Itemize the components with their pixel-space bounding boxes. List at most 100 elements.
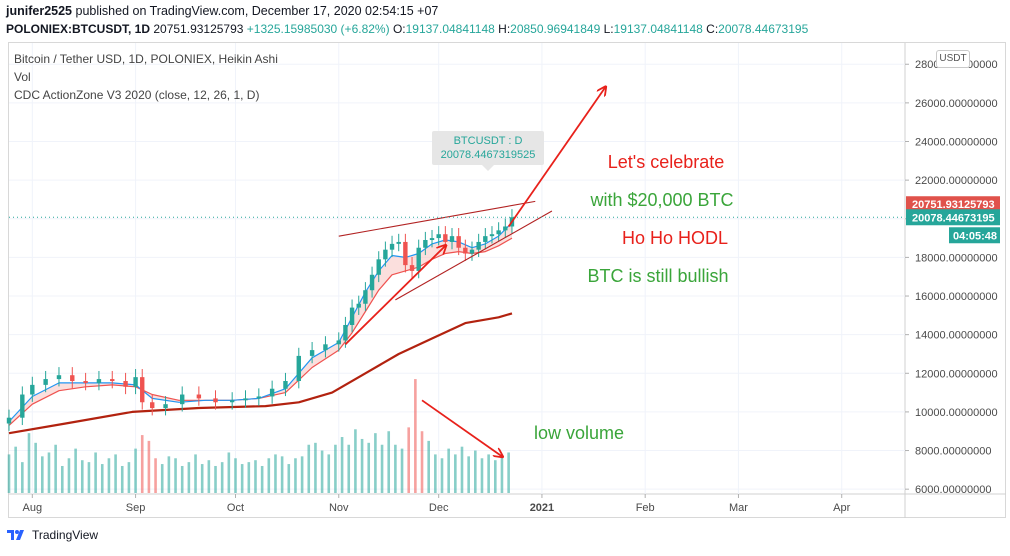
price-tick-label: 18000.00000000 — [915, 252, 998, 264]
candle-body — [243, 398, 248, 401]
annotation-texts: BTCUSDT : D 20078.4467319525 Let's celebra… — [432, 131, 734, 443]
candle-body — [389, 243, 395, 250]
candle-body — [269, 388, 275, 397]
volume-bar — [127, 462, 131, 493]
volume-bar — [414, 379, 417, 493]
grid — [8, 43, 1006, 518]
candle-body — [296, 355, 301, 382]
price-tick-label: 10000.00000000 — [915, 407, 998, 419]
volume-bar — [47, 452, 51, 493]
candle-body — [150, 402, 155, 409]
candle-body — [163, 404, 168, 409]
volume-bar — [347, 444, 351, 493]
countdown-tag — [949, 227, 1000, 244]
publisher-name[interactable]: junifer2525 — [6, 4, 73, 18]
volume-bar — [294, 458, 297, 493]
legend-indicator[interactable]: CDC ActionZone V3 2020 (close, 12, 26, 1… — [14, 88, 260, 102]
close-price-tag — [906, 209, 1000, 226]
volume-bar — [100, 464, 104, 493]
volume-bar — [467, 456, 470, 493]
volume-bar — [180, 465, 184, 493]
time-tick-label: Oct — [227, 502, 244, 514]
candle-body — [180, 394, 185, 405]
price-tooltip — [432, 131, 544, 165]
price-tick-label: 6000.00000000 — [915, 484, 991, 496]
candle-body — [376, 259, 381, 275]
candle-body — [449, 236, 455, 242]
volume-bar — [374, 433, 377, 493]
volume-bar — [380, 444, 384, 493]
price-axis: 28000.0000000026000.0000000024000.000000… — [905, 59, 1000, 496]
volume-bar — [367, 442, 371, 493]
volume-bar — [427, 440, 430, 493]
volume-bar — [207, 460, 211, 493]
upper-trendline — [338, 200, 536, 237]
candle-body — [396, 241, 401, 244]
volume-bar — [500, 456, 504, 493]
volume-bar — [314, 442, 317, 493]
legend-title[interactable]: Bitcoin / Tether USD, 1D, POLONIEX, Heik… — [14, 52, 278, 66]
price-tick-label: 24000.00000000 — [915, 137, 998, 149]
time-tick-label: Apr — [833, 502, 850, 514]
candle-body — [489, 234, 495, 237]
close-value: 20078.44673195 — [718, 22, 809, 36]
candle-body — [110, 379, 115, 382]
footer-brand[interactable]: TradingView — [6, 528, 98, 542]
candle-body — [229, 400, 235, 403]
close-label: C: — [706, 22, 719, 36]
time-tick-label: Feb — [636, 502, 655, 514]
candle-body — [133, 377, 138, 387]
annotation-btc-20000[interactable]: with $20,000 BTC — [589, 190, 733, 210]
candle-body — [20, 394, 25, 418]
volume-bar — [114, 454, 117, 493]
volume-bars — [7, 379, 510, 493]
candle-body — [456, 236, 461, 248]
candle-body — [343, 324, 348, 341]
publish-line: junifer2525 published on TradingView.com… — [6, 4, 438, 18]
volume-bar — [454, 454, 457, 493]
volume-bar — [247, 462, 251, 493]
annotation-low-volume[interactable]: low volume — [534, 423, 624, 443]
lower-trendline — [395, 210, 553, 301]
volume-bar — [14, 446, 17, 493]
candle-body — [429, 238, 435, 241]
volume-bar — [140, 435, 144, 493]
annotation-celebrate[interactable]: Let's celebrate — [608, 152, 725, 172]
price-change: +1325.15985030 (+6.82%) — [246, 22, 390, 36]
candle-body — [503, 226, 508, 231]
drawings — [9, 87, 905, 456]
volume-bar — [214, 465, 217, 493]
volume-bar — [194, 454, 197, 493]
volume-bar — [267, 458, 271, 493]
volume-bar — [41, 456, 44, 493]
candle-body — [349, 307, 355, 325]
low-value: 19137.04841148 — [613, 22, 703, 36]
price-tick-label: 12000.00000000 — [915, 368, 998, 380]
open-value: 19137.04841148 — [405, 22, 495, 36]
volume-bar — [134, 448, 137, 493]
annotation-hodl[interactable]: Ho Ho HODL — [622, 228, 728, 248]
time-tick-label: Aug — [23, 502, 43, 514]
chart-panel[interactable] — [8, 42, 1006, 518]
high-value: 20850.96941849 — [510, 22, 601, 36]
volume-bar — [74, 448, 77, 493]
annotation-bullish[interactable]: BTC is still bullish — [587, 266, 728, 286]
candle-body — [123, 381, 128, 387]
candle-body — [83, 381, 88, 383]
currency-button[interactable]: USDT — [936, 50, 970, 68]
legend-volume[interactable]: Vol — [14, 70, 31, 84]
volume-bar — [300, 456, 304, 493]
footer-brand-label: TradingView — [32, 528, 99, 542]
candle-body — [256, 396, 262, 399]
candle-body — [469, 249, 475, 254]
volume-bar — [494, 460, 497, 493]
volume-bar — [254, 460, 257, 493]
volume-bar — [7, 454, 11, 493]
ohlc-line: POLONIEX:BTCUSDT, 1D 20751.93125793 +132… — [6, 22, 808, 36]
volume-bar — [120, 465, 124, 493]
candle-body — [43, 379, 48, 385]
volume-bar — [487, 454, 490, 493]
price-candles — [6, 209, 515, 431]
tooltip-symbol: BTCUSDT : D — [454, 135, 523, 147]
